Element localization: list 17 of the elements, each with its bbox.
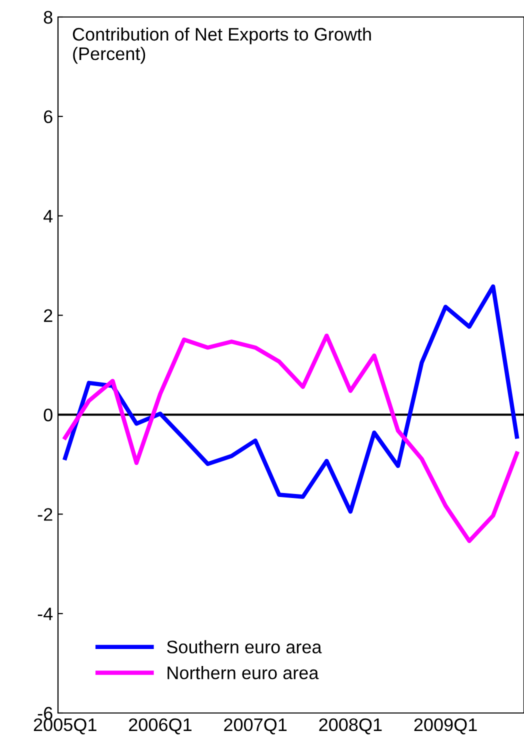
x-tick-label: 2005Q1 [34,718,96,734]
y-tick-label: 4 [44,210,53,222]
y-tick-label: 6 [44,110,52,124]
y-tick-label: 0 [44,408,52,422]
x-tick-label: 2009Q1 [414,718,477,734]
legend-label: Southern euro area [166,640,322,654]
y-tick-label: -2 [38,508,52,521]
x-tick-label: 2006Q1 [129,718,192,734]
y-tick-label: 2 [44,309,52,322]
line-series [63,334,519,544]
line-series [63,284,519,514]
y-tick-label: 8 [44,10,52,24]
y-tick-label: -4 [38,608,53,620]
x-tick-label: 2007Q1 [224,718,287,734]
x-tick-label: 2008Q1 [319,718,382,734]
legend-label: Northern euro area [168,666,319,680]
text: Contribution of Net Exports to Growth (Percent) [72,27,371,64]
